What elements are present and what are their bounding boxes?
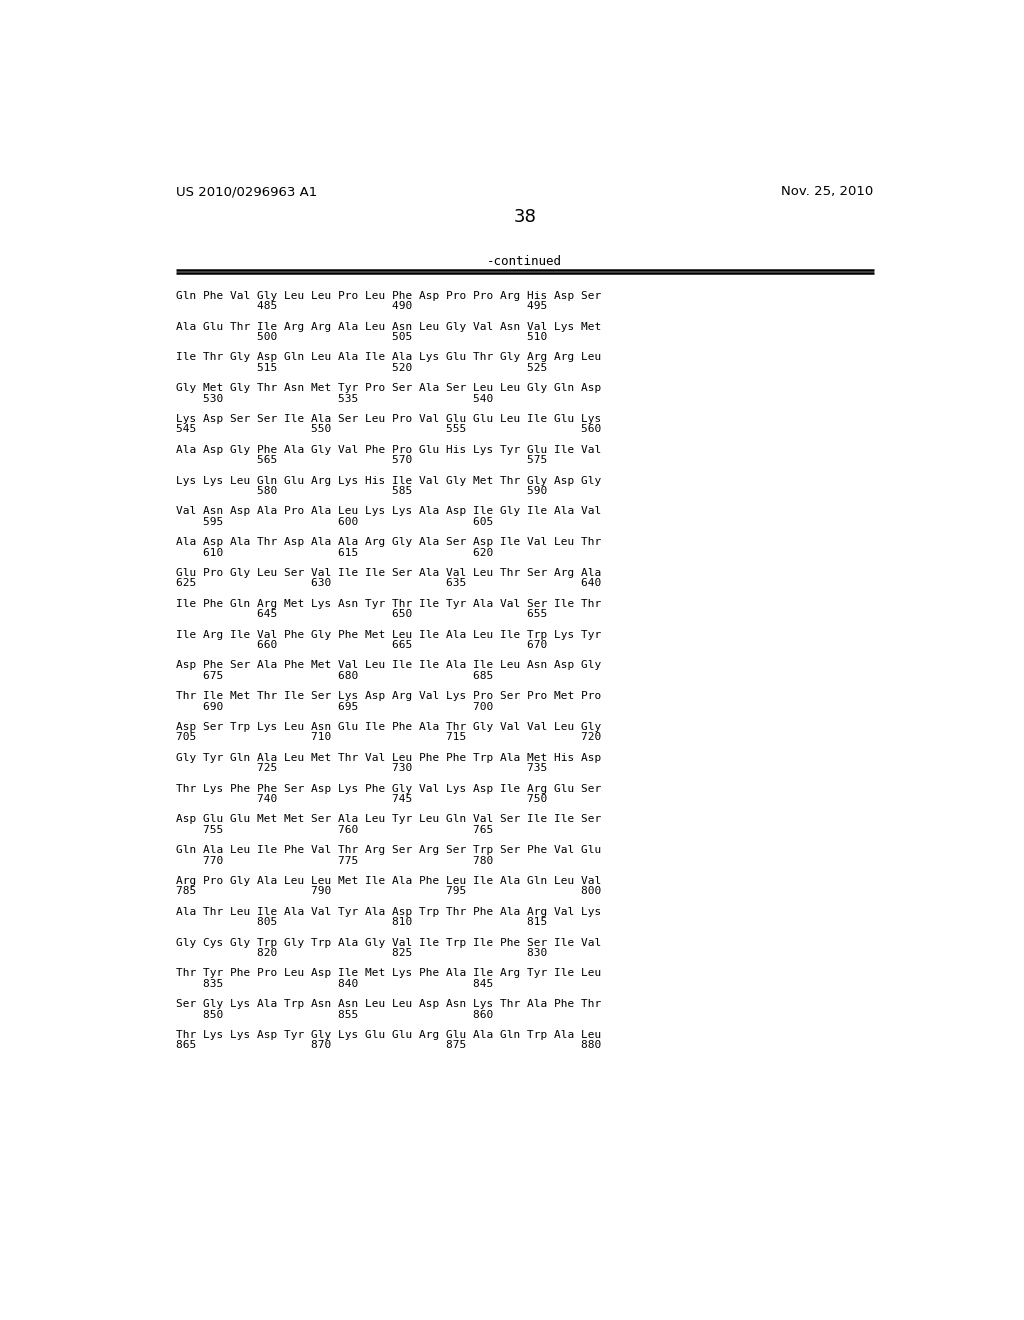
Text: Ile Thr Gly Asp Gln Leu Ala Ile Ala Lys Glu Thr Gly Arg Arg Leu: Ile Thr Gly Asp Gln Leu Ala Ile Ala Lys … (176, 352, 601, 363)
Text: Lys Lys Leu Gln Glu Arg Lys His Ile Val Gly Met Thr Gly Asp Gly: Lys Lys Leu Gln Glu Arg Lys His Ile Val … (176, 475, 601, 486)
Text: Asp Phe Ser Ala Phe Met Val Leu Ile Ile Ala Ile Leu Asn Asp Gly: Asp Phe Ser Ala Phe Met Val Leu Ile Ile … (176, 660, 601, 671)
Text: Asp Glu Glu Met Met Ser Ala Leu Tyr Leu Gln Val Ser Ile Ile Ser: Asp Glu Glu Met Met Ser Ala Leu Tyr Leu … (176, 814, 601, 825)
Text: Thr Tyr Phe Pro Leu Asp Ile Met Lys Phe Ala Ile Arg Tyr Ile Leu: Thr Tyr Phe Pro Leu Asp Ile Met Lys Phe … (176, 969, 601, 978)
Text: Nov. 25, 2010: Nov. 25, 2010 (781, 185, 873, 198)
Text: Thr Lys Phe Phe Ser Asp Lys Phe Gly Val Lys Asp Ile Arg Glu Ser: Thr Lys Phe Phe Ser Asp Lys Phe Gly Val … (176, 784, 601, 793)
Text: Ala Glu Thr Ile Arg Arg Ala Leu Asn Leu Gly Val Asn Val Lys Met: Ala Glu Thr Ile Arg Arg Ala Leu Asn Leu … (176, 322, 601, 331)
Text: Gly Tyr Gln Ala Leu Met Thr Val Leu Phe Phe Trp Ala Met His Asp: Gly Tyr Gln Ala Leu Met Thr Val Leu Phe … (176, 752, 601, 763)
Text: Ala Asp Gly Phe Ala Gly Val Phe Pro Glu His Lys Tyr Glu Ile Val: Ala Asp Gly Phe Ala Gly Val Phe Pro Glu … (176, 445, 601, 455)
Text: 690                 695                 700: 690 695 700 (176, 702, 494, 711)
Text: 755                 760                 765: 755 760 765 (176, 825, 494, 834)
Text: 850                 855                 860: 850 855 860 (176, 1010, 494, 1019)
Text: 580                 585                 590: 580 585 590 (176, 486, 547, 496)
Text: Ala Asp Ala Thr Asp Ala Ala Arg Gly Ala Ser Asp Ile Val Leu Thr: Ala Asp Ala Thr Asp Ala Ala Arg Gly Ala … (176, 537, 601, 548)
Text: Ala Thr Leu Ile Ala Val Tyr Ala Asp Trp Thr Phe Ala Arg Val Lys: Ala Thr Leu Ile Ala Val Tyr Ala Asp Trp … (176, 907, 601, 917)
Text: Ser Gly Lys Ala Trp Asn Asn Leu Leu Asp Asn Lys Thr Ala Phe Thr: Ser Gly Lys Ala Trp Asn Asn Leu Leu Asp … (176, 999, 601, 1010)
Text: 725                 730                 735: 725 730 735 (176, 763, 547, 774)
Text: 530                 535                 540: 530 535 540 (176, 393, 494, 404)
Text: Gly Cys Gly Trp Gly Trp Ala Gly Val Ile Trp Ile Phe Ser Ile Val: Gly Cys Gly Trp Gly Trp Ala Gly Val Ile … (176, 937, 601, 948)
Text: 865                 870                 875                 880: 865 870 875 880 (176, 1040, 601, 1051)
Text: 38: 38 (513, 209, 537, 227)
Text: 595                 600                 605: 595 600 605 (176, 517, 494, 527)
Text: 770                 775                 780: 770 775 780 (176, 855, 494, 866)
Text: 740                 745                 750: 740 745 750 (176, 795, 547, 804)
Text: 820                 825                 830: 820 825 830 (176, 948, 547, 958)
Text: Lys Asp Ser Ser Ile Ala Ser Leu Pro Val Glu Glu Leu Ile Glu Lys: Lys Asp Ser Ser Ile Ala Ser Leu Pro Val … (176, 414, 601, 424)
Text: 500                 505                 510: 500 505 510 (176, 333, 547, 342)
Text: Ile Phe Gln Arg Met Lys Asn Tyr Thr Ile Tyr Ala Val Ser Ile Thr: Ile Phe Gln Arg Met Lys Asn Tyr Thr Ile … (176, 599, 601, 609)
Text: Gly Met Gly Thr Asn Met Tyr Pro Ser Ala Ser Leu Leu Gly Gln Asp: Gly Met Gly Thr Asn Met Tyr Pro Ser Ala … (176, 383, 601, 393)
Text: 610                 615                 620: 610 615 620 (176, 548, 494, 557)
Text: 835                 840                 845: 835 840 845 (176, 979, 494, 989)
Text: 545                 550                 555                 560: 545 550 555 560 (176, 425, 601, 434)
Text: Val Asn Asp Ala Pro Ala Leu Lys Lys Ala Asp Ile Gly Ile Ala Val: Val Asn Asp Ala Pro Ala Leu Lys Lys Ala … (176, 507, 601, 516)
Text: 675                 680                 685: 675 680 685 (176, 671, 494, 681)
Text: -continued: -continued (487, 255, 562, 268)
Text: 705                 710                 715                 720: 705 710 715 720 (176, 733, 601, 742)
Text: 515                 520                 525: 515 520 525 (176, 363, 547, 372)
Text: Thr Ile Met Thr Ile Ser Lys Asp Arg Val Lys Pro Ser Pro Met Pro: Thr Ile Met Thr Ile Ser Lys Asp Arg Val … (176, 692, 601, 701)
Text: 660                 665                 670: 660 665 670 (176, 640, 547, 649)
Text: 625                 630                 635                 640: 625 630 635 640 (176, 578, 601, 589)
Text: 785                 790                 795                 800: 785 790 795 800 (176, 887, 601, 896)
Text: Gln Phe Val Gly Leu Leu Pro Leu Phe Asp Pro Pro Arg His Asp Ser: Gln Phe Val Gly Leu Leu Pro Leu Phe Asp … (176, 290, 601, 301)
Text: Arg Pro Gly Ala Leu Leu Met Ile Ala Phe Leu Ile Ala Gln Leu Val: Arg Pro Gly Ala Leu Leu Met Ile Ala Phe … (176, 876, 601, 886)
Text: 485                 490                 495: 485 490 495 (176, 301, 547, 312)
Text: US 2010/0296963 A1: US 2010/0296963 A1 (176, 185, 317, 198)
Text: 805                 810                 815: 805 810 815 (176, 917, 547, 927)
Text: Asp Ser Trp Lys Leu Asn Glu Ile Phe Ala Thr Gly Val Val Leu Gly: Asp Ser Trp Lys Leu Asn Glu Ile Phe Ala … (176, 722, 601, 733)
Text: Glu Pro Gly Leu Ser Val Ile Ile Ser Ala Val Leu Thr Ser Arg Ala: Glu Pro Gly Leu Ser Val Ile Ile Ser Ala … (176, 568, 601, 578)
Text: 645                 650                 655: 645 650 655 (176, 610, 547, 619)
Text: Ile Arg Ile Val Phe Gly Phe Met Leu Ile Ala Leu Ile Trp Lys Tyr: Ile Arg Ile Val Phe Gly Phe Met Leu Ile … (176, 630, 601, 640)
Text: Gln Ala Leu Ile Phe Val Thr Arg Ser Arg Ser Trp Ser Phe Val Glu: Gln Ala Leu Ile Phe Val Thr Arg Ser Arg … (176, 845, 601, 855)
Text: 565                 570                 575: 565 570 575 (176, 455, 547, 465)
Text: Thr Lys Lys Asp Tyr Gly Lys Glu Glu Arg Glu Ala Gln Trp Ala Leu: Thr Lys Lys Asp Tyr Gly Lys Glu Glu Arg … (176, 1030, 601, 1040)
